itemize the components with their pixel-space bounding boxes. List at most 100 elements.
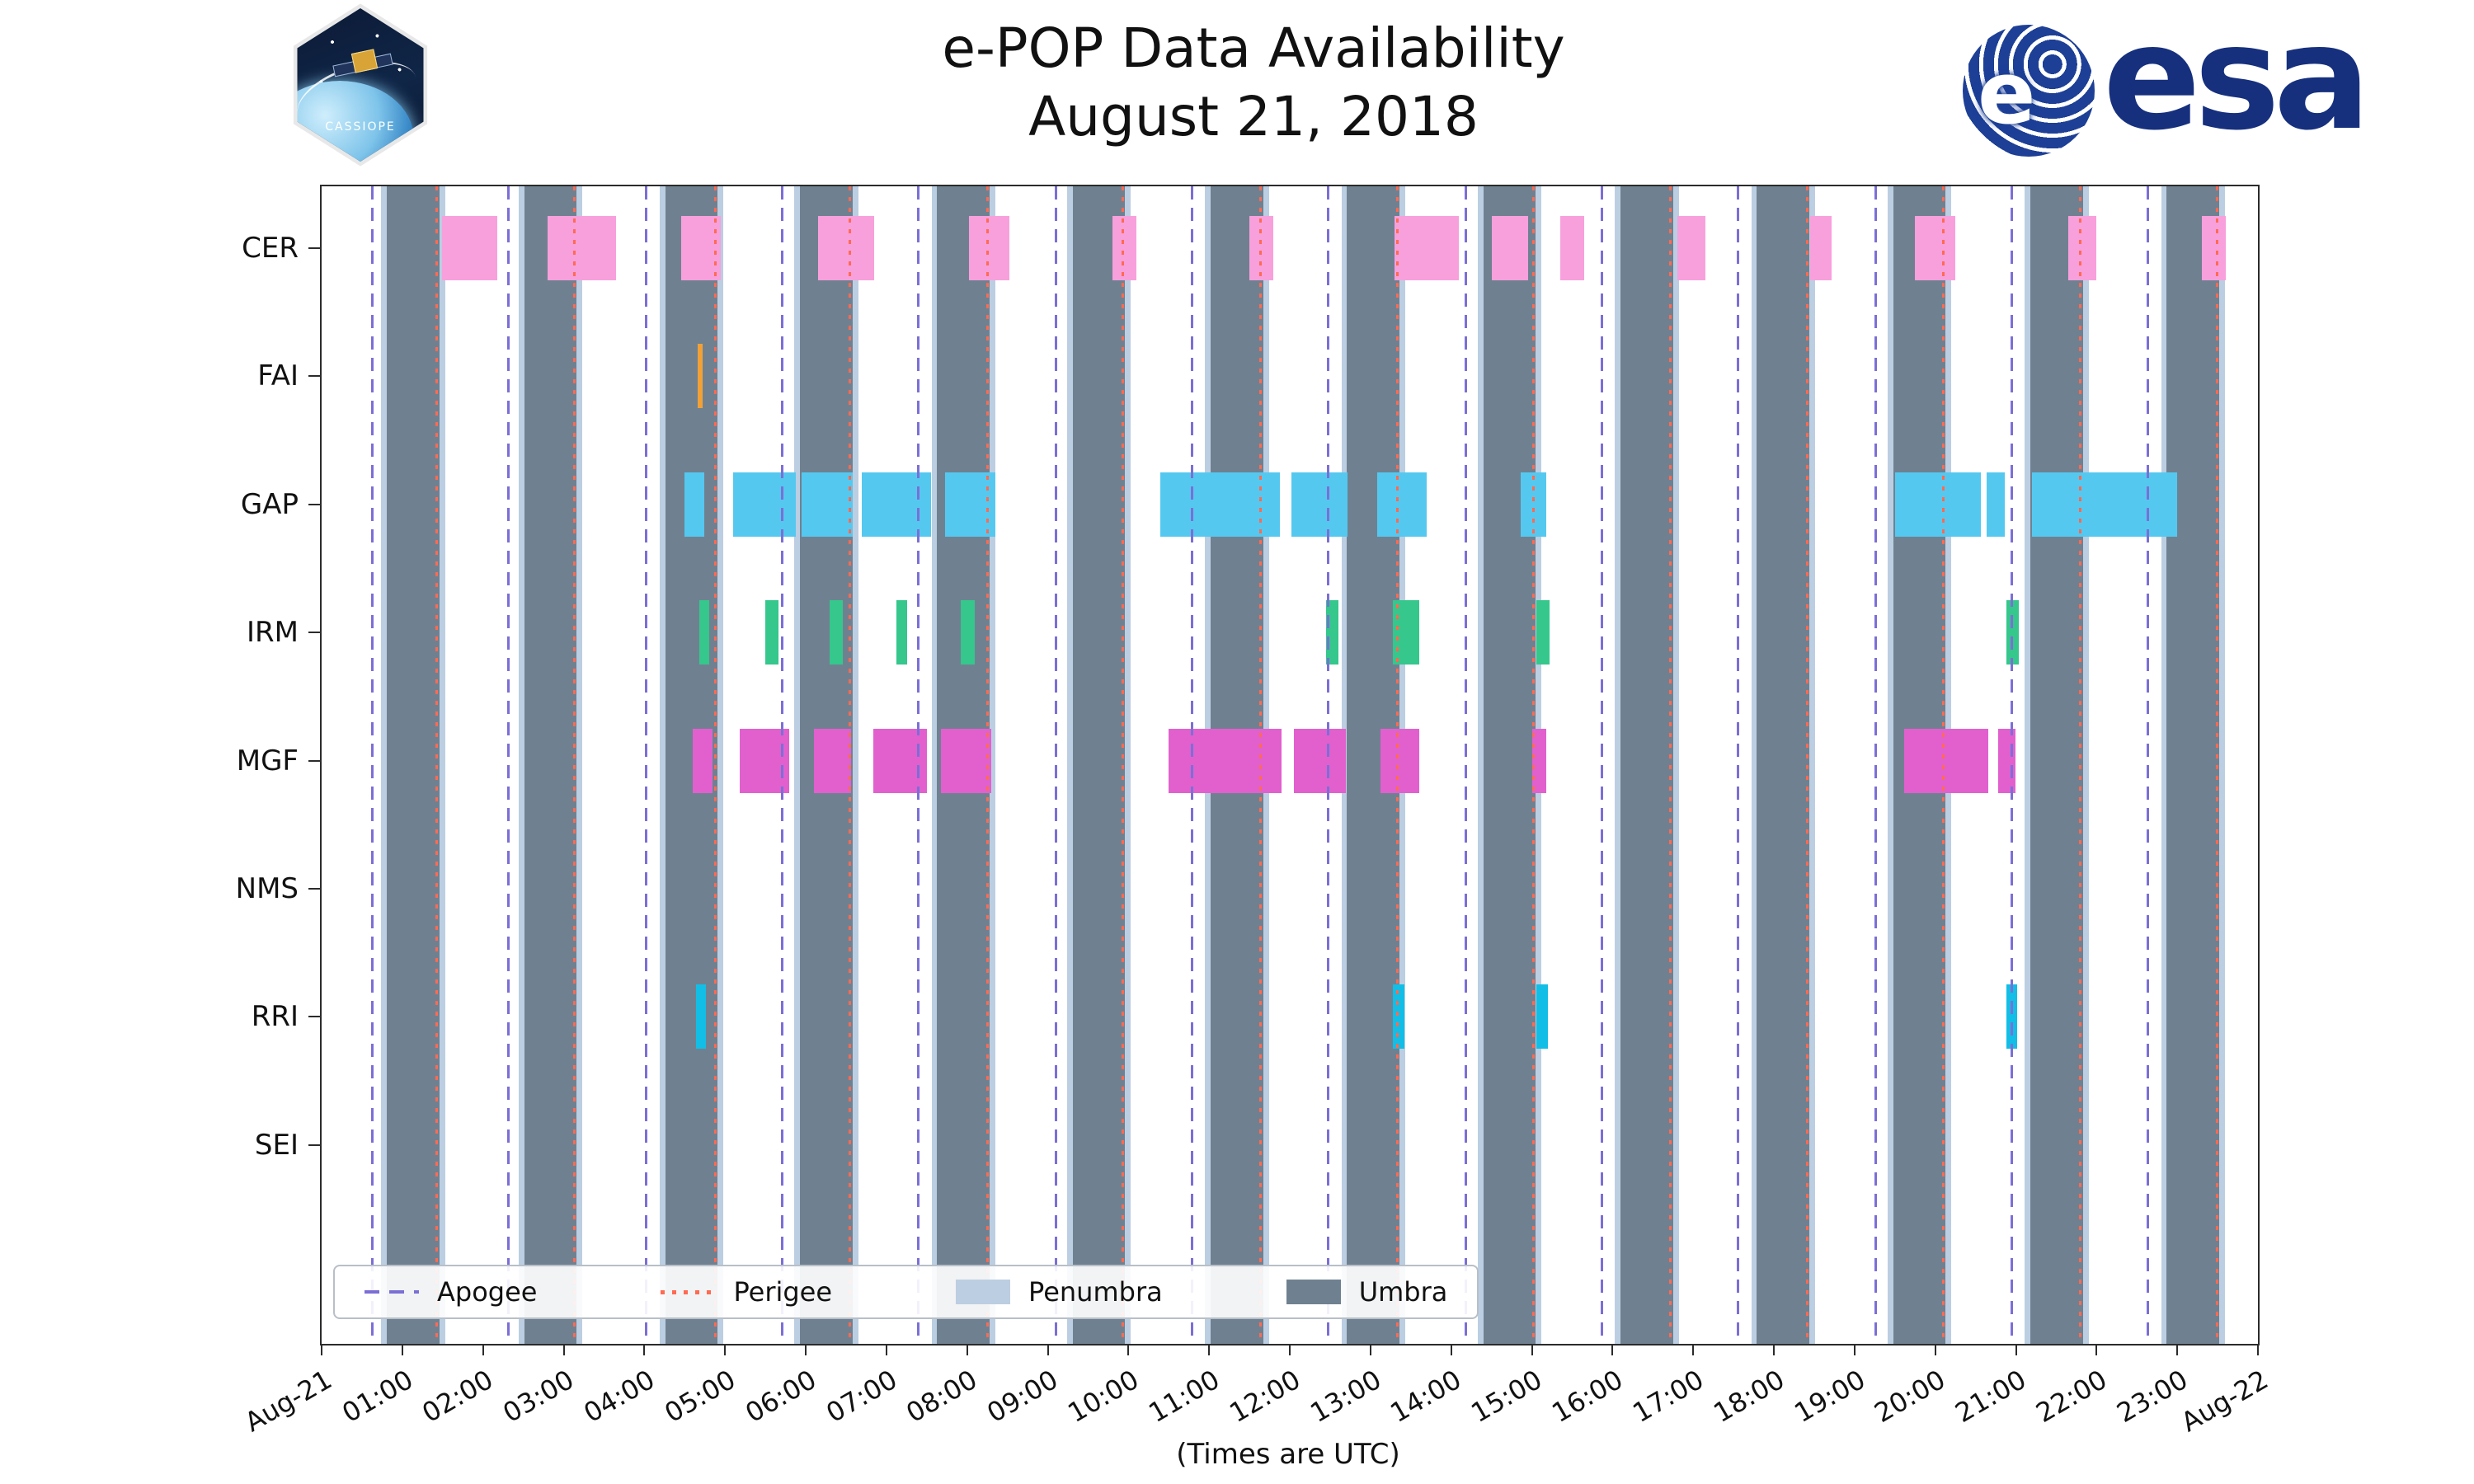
x-tick-label: 10:00 <box>1062 1364 1145 1430</box>
gap-availability-bar <box>1376 472 1427 537</box>
cassiope-mission-patch: CASSIOPE <box>290 3 430 167</box>
x-tick-mark <box>1934 1344 1936 1355</box>
esa-logo: e esa <box>1963 7 2371 162</box>
penumbra-band <box>794 186 801 1344</box>
mgf-availability-bar <box>1169 728 1282 793</box>
x-tick-mark <box>1208 1344 1211 1355</box>
apogee-line <box>2011 186 2014 1344</box>
y-tick-mark <box>308 375 322 378</box>
plot-area: Aug-21 01:00 02:00 03:00 04:00 05:00 06:00 07:0… <box>236 185 2274 1438</box>
y-tick-label-gap: GAP <box>240 487 299 521</box>
perigee-line <box>713 186 717 1344</box>
mgf-availability-bar <box>1904 728 1989 793</box>
penumbra-band <box>2161 186 2167 1344</box>
y-tick-label-cer: CER <box>242 232 299 265</box>
legend-label-umbra: Umbra <box>1358 1276 1448 1308</box>
y-tick-label-irm: IRM <box>247 616 299 650</box>
x-tick-mark <box>2015 1344 2017 1355</box>
mgf-availability-bar <box>1380 728 1419 793</box>
x-tick-label: 18:00 <box>1708 1364 1790 1430</box>
perigee-line <box>435 186 439 1344</box>
x-tick-label: Aug-22 <box>2175 1364 2274 1439</box>
cer-availability-bar <box>2068 216 2097 280</box>
fai-availability-bar <box>697 344 703 409</box>
perigee-line <box>985 186 989 1344</box>
cer-availability-bar <box>1112 216 1137 280</box>
y-tick-mark <box>308 888 322 890</box>
x-tick-label: 08:00 <box>901 1364 983 1430</box>
x-tick-label: 06:00 <box>740 1364 821 1430</box>
penumbra-legend-sample <box>956 1280 1011 1304</box>
y-tick-mark <box>308 1016 322 1018</box>
perigee-legend-sample <box>661 1289 716 1294</box>
mgf-availability-bar <box>693 728 713 793</box>
esa-wordmark: esa <box>2103 0 2371 162</box>
x-tick-mark <box>2257 1344 2259 1355</box>
perigee-line <box>2079 186 2082 1344</box>
apogee-line <box>1327 186 1330 1344</box>
x-tick-mark <box>2095 1344 2098 1355</box>
perigee-line <box>849 186 852 1344</box>
x-tick-label: 03:00 <box>497 1364 580 1430</box>
apogee-line <box>1874 186 1877 1344</box>
irm-availability-bar <box>698 600 709 665</box>
cer-availability-bar <box>1491 216 1528 280</box>
gap-availability-bar <box>1987 472 2005 537</box>
y-tick-label-nms: NMS <box>235 872 299 905</box>
apogee-line <box>781 186 784 1344</box>
gap-availability-bar <box>862 472 931 537</box>
x-tick-mark <box>1692 1344 1695 1355</box>
apogee-line <box>507 186 510 1344</box>
apogee-line <box>1191 186 1194 1344</box>
perigee-line <box>1259 186 1263 1344</box>
y-tick-label-rri: RRI <box>251 1000 299 1034</box>
x-tick-mark <box>966 1344 968 1355</box>
penumbra-band <box>1066 186 1073 1344</box>
x-tick-mark <box>885 1344 887 1355</box>
x-tick-label: 17:00 <box>1627 1364 1710 1430</box>
mgf-availability-bar <box>1531 728 1547 793</box>
umbra-band <box>2030 186 2083 1344</box>
x-tick-label: 04:00 <box>578 1364 661 1430</box>
apogee-line <box>917 186 920 1344</box>
chart-subtitle: August 21, 2018 <box>1028 84 1479 148</box>
rri-availability-bar <box>1393 984 1404 1050</box>
penumbra-band <box>518 186 524 1344</box>
x-tick-mark <box>1773 1344 1775 1355</box>
x-tick-label: 12:00 <box>1224 1364 1305 1430</box>
penumbra-band <box>1887 186 1893 1344</box>
legend-item-umbra: Umbra <box>1286 1276 1448 1308</box>
penumbra-band <box>1751 186 1757 1344</box>
mgf-availability-bar <box>1293 728 1347 793</box>
irm-availability-bar <box>1536 600 1550 665</box>
legend: Apogee Perigee Penumbra Umbra <box>333 1265 1479 1319</box>
cer-availability-bar <box>1915 216 1956 280</box>
umbra-legend-sample <box>1286 1280 1341 1304</box>
cer-availability-bar <box>1677 216 1705 280</box>
mgf-availability-bar <box>1997 728 2016 793</box>
x-tick-mark <box>1611 1344 1614 1355</box>
penumbra-band <box>1477 186 1484 1344</box>
mgf-availability-bar <box>941 728 992 793</box>
x-tick-mark <box>805 1344 807 1355</box>
x-tick-label: 02:00 <box>416 1364 499 1430</box>
x-tick-label: 05:00 <box>659 1364 741 1430</box>
x-tick-mark <box>643 1344 646 1355</box>
penumbra-band <box>2219 186 2225 1344</box>
x-tick-label: 11:00 <box>1143 1364 1225 1430</box>
mgf-availability-bar <box>813 728 851 793</box>
perigee-line <box>1395 186 1399 1344</box>
x-tick-mark <box>1127 1344 1130 1355</box>
penumbra-band <box>990 186 995 1344</box>
cer-availability-bar <box>441 216 498 280</box>
x-axis-label: (Times are UTC) <box>1176 1438 1400 1471</box>
x-tick-mark <box>401 1344 403 1355</box>
x-tick-mark <box>1531 1344 1533 1355</box>
penumbra-band <box>2025 186 2031 1344</box>
rri-availability-bar <box>1536 984 1549 1050</box>
x-tick-mark <box>1289 1344 1291 1355</box>
x-tick-mark <box>482 1344 484 1355</box>
penumbra-band <box>2082 186 2089 1344</box>
y-tick-mark <box>308 759 322 762</box>
